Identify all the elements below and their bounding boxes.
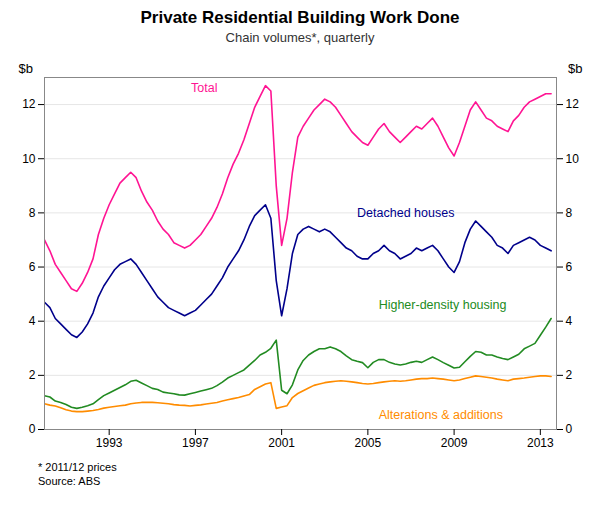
- svg-text:0: 0: [29, 422, 36, 436]
- svg-text:6: 6: [29, 260, 36, 274]
- svg-text:2013: 2013: [527, 436, 554, 450]
- svg-text:8: 8: [566, 206, 573, 220]
- svg-text:0: 0: [566, 422, 573, 436]
- svg-text:4: 4: [566, 314, 573, 328]
- svg-text:$b: $b: [19, 61, 33, 76]
- svg-text:2001: 2001: [268, 436, 295, 450]
- svg-text:8: 8: [29, 206, 36, 220]
- svg-text:2: 2: [566, 368, 573, 382]
- svg-text:2005: 2005: [355, 436, 382, 450]
- svg-text:Alterations & additions: Alterations & additions: [379, 408, 503, 422]
- svg-text:12: 12: [566, 97, 580, 111]
- svg-text:4: 4: [29, 314, 36, 328]
- svg-text:6: 6: [566, 260, 573, 274]
- svg-text:Total: Total: [191, 81, 217, 95]
- html-text:* 2011/12 prices Source: ABS: * 2011/12 prices Source: ABS: [38, 461, 117, 487]
- svg-text:10: 10: [566, 152, 580, 166]
- html-text:Private Residential Building W: Private Residential Building Work Done: [140, 8, 460, 27]
- svg-text:1997: 1997: [182, 436, 209, 450]
- svg-text:2: 2: [29, 368, 36, 382]
- svg-text:1993: 1993: [96, 436, 123, 450]
- svg-text:Detached houses: Detached houses: [357, 206, 454, 220]
- svg-text:Higher-density housing: Higher-density housing: [379, 298, 507, 312]
- svg-text:10: 10: [22, 152, 36, 166]
- svg-text:$b: $b: [568, 61, 582, 76]
- svg-text:12: 12: [22, 97, 36, 111]
- svg-text:2009: 2009: [441, 436, 468, 450]
- html-text:Chain volumes*, quarterly: Chain volumes*, quarterly: [225, 30, 375, 45]
